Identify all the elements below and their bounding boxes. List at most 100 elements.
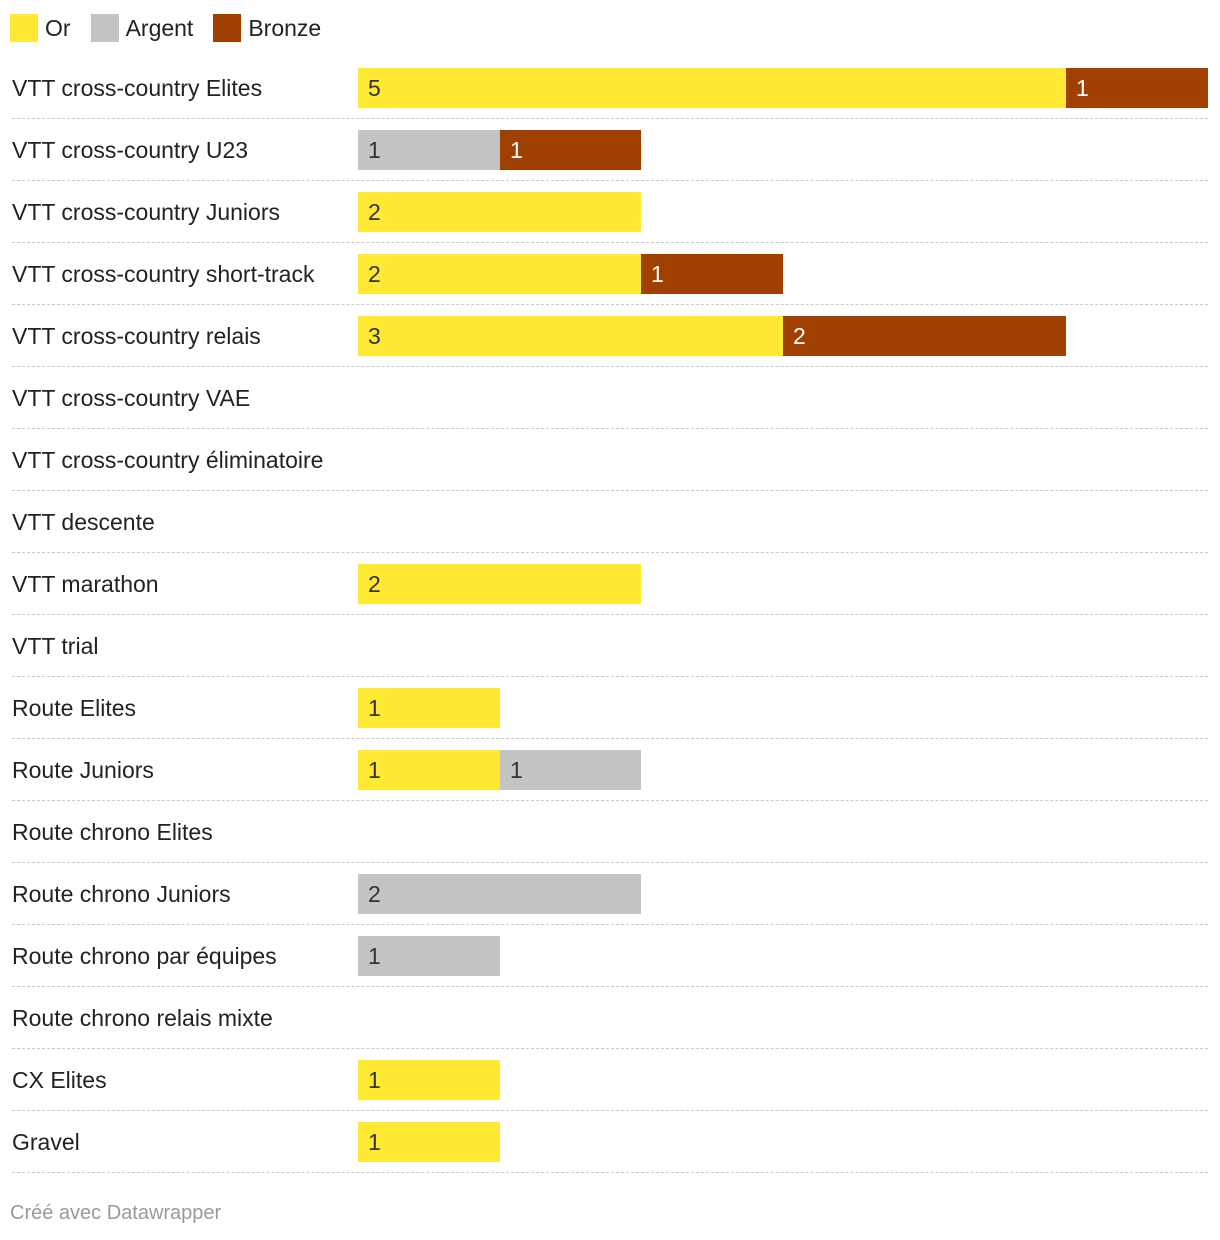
category-label: VTT marathon xyxy=(12,571,159,597)
row-separator xyxy=(12,366,1208,367)
bar-area xyxy=(358,440,1208,480)
legend-swatch-argent xyxy=(90,14,119,42)
category-label: VTT cross-country short-track xyxy=(12,261,315,287)
bar-row-route-chrono-elites: Route chrono Elites xyxy=(0,802,1220,864)
category-label: VTT cross-country relais xyxy=(12,323,261,349)
row-separator xyxy=(12,800,1208,801)
category-label: Route chrono par équipes xyxy=(12,943,277,969)
legend-item-or: Or xyxy=(10,14,71,42)
row-separator xyxy=(12,1048,1208,1049)
row-separator xyxy=(12,676,1208,677)
bar-segment-argent: 2 xyxy=(358,874,641,914)
row-separator xyxy=(12,986,1208,987)
category-label: Route chrono relais mixte xyxy=(12,1005,273,1031)
row-separator xyxy=(12,118,1208,119)
category-label: VTT cross-country U23 xyxy=(12,137,249,163)
bar-area xyxy=(358,626,1208,666)
row-separator xyxy=(12,180,1208,181)
bar-segment-or: 3 xyxy=(358,316,783,356)
category-label: VTT cross-country Juniors xyxy=(12,199,280,225)
legend-swatch-or xyxy=(10,14,38,42)
row-separator xyxy=(12,552,1208,553)
bar-row-vtt-cross-country-vae: VTT cross-country VAE xyxy=(0,368,1220,430)
bar-row-vtt-marathon: VTT marathon 2 xyxy=(0,554,1220,616)
bar-row-vtt-cross-country-short-track: VTT cross-country short-track 2 1 xyxy=(0,244,1220,306)
legend-label-or: Or xyxy=(45,14,71,41)
category-label: Route chrono Juniors xyxy=(12,881,231,907)
category-label: VTT cross-country éliminatoire xyxy=(12,447,324,473)
row-separator xyxy=(12,242,1208,243)
bar-row-vtt-trial: VTT trial xyxy=(0,616,1220,678)
category-label: VTT trial xyxy=(12,633,99,659)
bar-segment-bronze: 1 xyxy=(641,254,783,294)
footer-credit: Créé avec Datawrapper xyxy=(10,1202,222,1224)
bar-segment-or: 5 xyxy=(358,68,1066,108)
bar-segment-or: 1 xyxy=(358,750,500,790)
bar-row-vtt-cross-country-relais: VTT cross-country relais 3 2 xyxy=(0,306,1220,368)
row-separator xyxy=(12,490,1208,491)
row-separator xyxy=(12,1172,1208,1173)
bar-area: 2 xyxy=(358,192,1208,232)
row-separator xyxy=(12,862,1208,863)
legend-item-argent: Argent xyxy=(90,14,194,42)
bar-row-route-chrono-juniors: Route chrono Juniors 2 xyxy=(0,864,1220,926)
bar-row-route-chrono-par-equipes: Route chrono par équipes 1 xyxy=(0,926,1220,988)
bar-segment-or: 2 xyxy=(358,192,641,232)
category-label: Route Elites xyxy=(12,695,137,721)
bar-segment-argent: 1 xyxy=(358,130,500,170)
bar-area: 1 xyxy=(358,688,1208,728)
row-separator xyxy=(12,428,1208,429)
bar-segment-bronze: 1 xyxy=(1066,68,1208,108)
row-separator xyxy=(12,304,1208,305)
bar-row-cx-elites: CX Elites 1 xyxy=(0,1050,1220,1112)
row-separator xyxy=(12,614,1208,615)
bar-row-route-chrono-relais-mixte: Route chrono relais mixte xyxy=(0,988,1220,1050)
category-label: Route chrono Elites xyxy=(12,819,213,845)
legend-label-argent: Argent xyxy=(125,14,194,41)
bar-segment-bronze: 2 xyxy=(783,316,1066,356)
bar-row-vtt-cross-country-elites: VTT cross-country Elites 5 1 xyxy=(0,58,1220,120)
row-separator xyxy=(12,924,1208,925)
bar-segment-bronze: 1 xyxy=(500,130,641,170)
bar-area: 2 xyxy=(358,564,1208,604)
bar-row-route-juniors: Route Juniors 1 1 xyxy=(0,740,1220,802)
bar-segment-argent: 1 xyxy=(500,750,641,790)
category-label: VTT descente xyxy=(12,509,155,535)
bar-row-vtt-cross-country-u23: VTT cross-country U23 1 1 xyxy=(0,120,1220,182)
bar-row-vtt-descente: VTT descente xyxy=(0,492,1220,554)
row-separator xyxy=(12,738,1208,739)
bar-row-vtt-cross-country-eliminatoire: VTT cross-country éliminatoire xyxy=(0,430,1220,492)
bar-row-gravel: Gravel 1 xyxy=(0,1112,1220,1174)
bar-area: 1 xyxy=(358,1060,1208,1100)
bar-segment-or: 2 xyxy=(358,564,641,604)
category-label: CX Elites xyxy=(12,1067,107,1093)
bar-area xyxy=(358,812,1208,852)
category-label: VTT cross-country Elites xyxy=(12,75,263,101)
bar-area: 1 xyxy=(358,1122,1208,1162)
row-separator xyxy=(12,1110,1208,1111)
chart-legend: Or Argent Bronze xyxy=(10,12,341,44)
bar-segment-argent: 1 xyxy=(358,936,500,976)
bar-area: 1 xyxy=(358,936,1208,976)
bar-area xyxy=(358,378,1208,418)
legend-swatch-bronze xyxy=(213,14,242,42)
bar-segment-or: 1 xyxy=(358,688,500,728)
legend-item-bronze: Bronze xyxy=(213,14,321,42)
category-label: Route Juniors xyxy=(12,757,154,783)
legend-label-bronze: Bronze xyxy=(248,14,322,41)
bar-area xyxy=(358,998,1208,1038)
bar-segment-or: 1 xyxy=(358,1122,500,1162)
category-label: VTT cross-country VAE xyxy=(12,385,251,411)
bar-area xyxy=(358,502,1208,542)
bar-segment-or: 2 xyxy=(358,254,641,294)
bar-area: 2 xyxy=(358,874,1208,914)
category-label: Gravel xyxy=(12,1129,80,1155)
bar-row-route-elites: Route Elites 1 xyxy=(0,678,1220,740)
bar-row-vtt-cross-country-juniors: VTT cross-country Juniors 2 xyxy=(0,182,1220,244)
bar-segment-or: 1 xyxy=(358,1060,500,1100)
